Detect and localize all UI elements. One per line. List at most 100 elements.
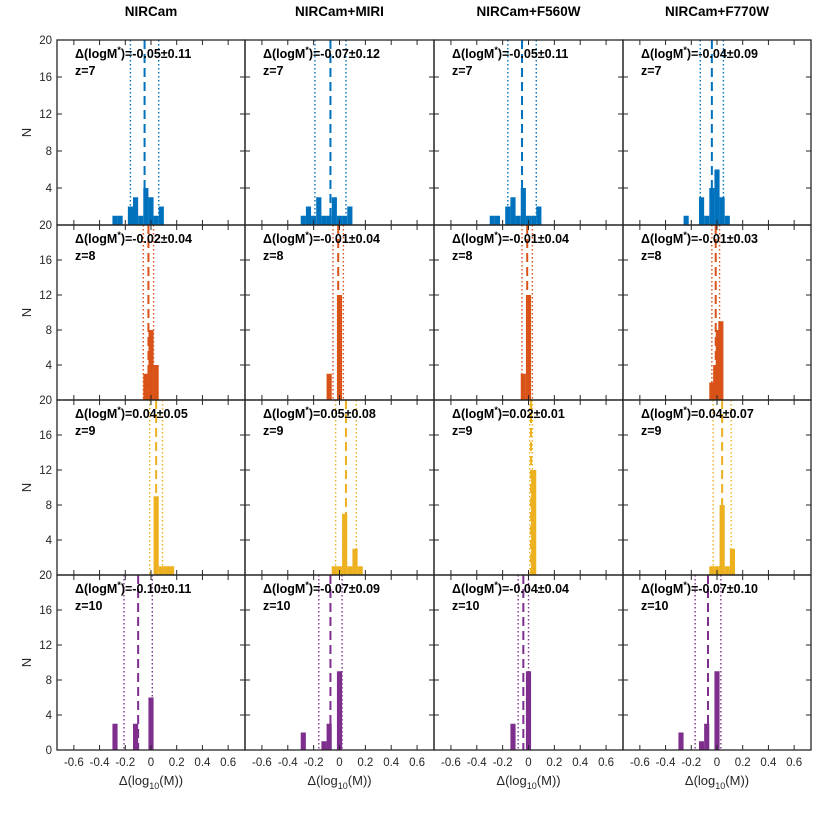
histogram-bar-r4-c2 — [300, 732, 306, 750]
histogram-bar-r1-c2 — [347, 206, 353, 225]
histogram-bar-r2-c3 — [520, 373, 526, 400]
x-tick-label-c1: -0.6 — [64, 757, 84, 769]
stats-annotation-r2-c3: Δ(logM*)=-0.01±0.04 — [452, 230, 569, 246]
histogram-bar-r1-c1 — [143, 188, 149, 225]
redshift-label-r4-c3: z=10 — [452, 599, 480, 613]
histogram-bar-r4-c3 — [525, 671, 532, 750]
bars-layer — [112, 169, 735, 750]
histogram-bar-r1-c1 — [138, 215, 144, 225]
y-tick-label-r2: 16 — [39, 255, 52, 267]
histogram-bar-r1-c2 — [300, 215, 306, 225]
histogram-bar-r3-c1 — [163, 566, 169, 575]
histogram-bar-r4-c4 — [678, 732, 684, 750]
redshift-label-r3-c2: z=9 — [263, 424, 284, 438]
histogram-bar-r3-c4 — [709, 566, 715, 575]
x-tick-label-c1: -0.4 — [90, 757, 110, 769]
y-tick-label-r1: 8 — [46, 146, 52, 158]
redshift-label-r1-c1: z=7 — [75, 64, 96, 78]
y-axis-label-r1: N — [19, 128, 34, 137]
stats-annotation-r1-c3: Δ(logM*)=-0.05±0.11 — [452, 45, 568, 61]
y-tick-label-r4: 20 — [39, 570, 52, 582]
redshift-label-r1-c3: z=7 — [452, 64, 473, 78]
stats-annotation-r3-c3: Δ(logM*)=0.02±0.01 — [452, 405, 565, 421]
histogram-bar-r4-c2 — [321, 741, 327, 750]
histogram-bar-r1-c2 — [342, 215, 348, 225]
histogram-bar-r4-c2 — [326, 723, 332, 750]
x-tick-label-c1: 0 — [148, 757, 154, 769]
column-title-2: NIRCam+MIRI — [295, 4, 384, 19]
histogram-bar-r1-c4 — [683, 215, 689, 225]
stats-annotation-r1-c2: Δ(logM*)=-0.07±0.12 — [263, 45, 380, 61]
redshift-label-r3-c3: z=9 — [452, 424, 473, 438]
y-tick-label-r4: 4 — [46, 710, 53, 722]
histogram-bar-r3-c2 — [347, 566, 353, 575]
y-tick-label-r2: 4 — [46, 360, 53, 372]
y-tick-label-r3: 16 — [39, 430, 52, 442]
redshift-label-r4-c1: z=10 — [75, 599, 103, 613]
y-tick-label-r2: 12 — [39, 290, 52, 302]
histogram-bar-r1-c2 — [331, 197, 337, 225]
histogram-bar-r4-c3 — [510, 723, 516, 750]
histogram-bar-r4-c1 — [112, 723, 118, 750]
y-tick-label-r3: 20 — [39, 395, 52, 407]
histogram-bar-r3-c3 — [531, 470, 537, 575]
y-axis-label-r3: N — [19, 483, 34, 492]
y-tick-label-r1: 12 — [39, 109, 52, 121]
y-axis-label-r2: N — [19, 308, 34, 317]
histogram-bar-r1-c3 — [515, 215, 521, 225]
histogram-bar-r3-c2 — [357, 566, 363, 575]
histogram-bar-r3-c4 — [729, 548, 735, 575]
histogram-bar-r2-c4 — [709, 382, 715, 400]
x-tick-label-c2: 0.4 — [383, 757, 400, 769]
histogram-bar-r4-c1 — [133, 723, 139, 750]
histogram-bar-r3-c2 — [352, 548, 358, 575]
y-tick-label-r1: 16 — [39, 72, 52, 84]
histogram-bar-r1-c3 — [489, 215, 495, 225]
histogram-bar-r1-c3 — [494, 215, 501, 225]
x-tick-label-c4: -0.4 — [656, 757, 676, 769]
y-tick-label-r3: 4 — [46, 535, 53, 547]
redshift-label-r4-c2: z=10 — [263, 599, 291, 613]
x-tick-label-c2: 0.2 — [357, 757, 373, 769]
text-layer: Δ(logM*)=-0.05±0.11 z=7 Δ(logM*)=-0.07±0.1… — [19, 4, 802, 791]
y-tick-label-r4: 0 — [46, 745, 52, 757]
x-tick-label-c3: -0.6 — [441, 757, 461, 769]
x-tick-label-c1: -0.2 — [115, 757, 135, 769]
histogram-bar-r1-c4 — [699, 197, 705, 225]
stats-annotation-r3-c1: Δ(logM*)=0.04±0.05 — [75, 405, 188, 421]
x-tick-label-c1: 0.6 — [220, 757, 236, 769]
x-tick-label-c4: 0 — [714, 757, 720, 769]
stats-annotation-r2-c4: Δ(logM*)=-0.01±0.03 — [641, 230, 758, 246]
stats-annotation-r4-c1: Δ(logM*)=-0.10±0.11 — [75, 580, 191, 596]
histogram-bar-r1-c1 — [117, 215, 123, 225]
histogram-bar-r2-c1 — [148, 330, 154, 400]
x-tick-label-c2: -0.6 — [252, 757, 272, 769]
histogram-bar-r2-c1 — [143, 373, 149, 400]
redshift-label-r2-c3: z=8 — [452, 249, 473, 263]
redshift-label-r1-c4: z=7 — [641, 64, 662, 78]
y-tick-label-r2: 8 — [46, 325, 52, 337]
x-tick-label-c4: 0.6 — [786, 757, 802, 769]
x-axis-label-c2: Δ(log10(M)) — [307, 773, 371, 791]
histogram-bar-r3-c1 — [169, 566, 175, 575]
histogram-bar-r1-c3 — [531, 215, 537, 225]
x-tick-label-c3: 0.2 — [546, 757, 562, 769]
x-tick-label-c1: 0.4 — [194, 757, 211, 769]
redshift-label-r2-c1: z=8 — [75, 249, 96, 263]
histogram-bar-r2-c2 — [336, 295, 343, 400]
x-tick-label-c3: 0.4 — [572, 757, 589, 769]
stats-annotation-r3-c4: Δ(logM*)=0.04±0.07 — [641, 405, 754, 421]
histogram-bar-r1-c4 — [724, 215, 730, 225]
histogram-bar-r1-c1 — [153, 215, 159, 225]
redshift-label-r2-c2: z=8 — [263, 249, 284, 263]
histogram-bar-r3-c2 — [331, 566, 337, 575]
y-tick-label-r3: 8 — [46, 500, 52, 512]
x-axis-label-c3: Δ(log10(M)) — [496, 773, 560, 791]
histogram-bar-r1-c3 — [520, 188, 526, 225]
histogram-bar-r4-c4 — [714, 671, 720, 750]
x-tick-label-c2: 0 — [336, 757, 342, 769]
redshift-label-r2-c4: z=8 — [641, 249, 662, 263]
histogram-bar-r1-c1 — [112, 215, 118, 225]
redshift-label-r1-c2: z=7 — [263, 64, 284, 78]
